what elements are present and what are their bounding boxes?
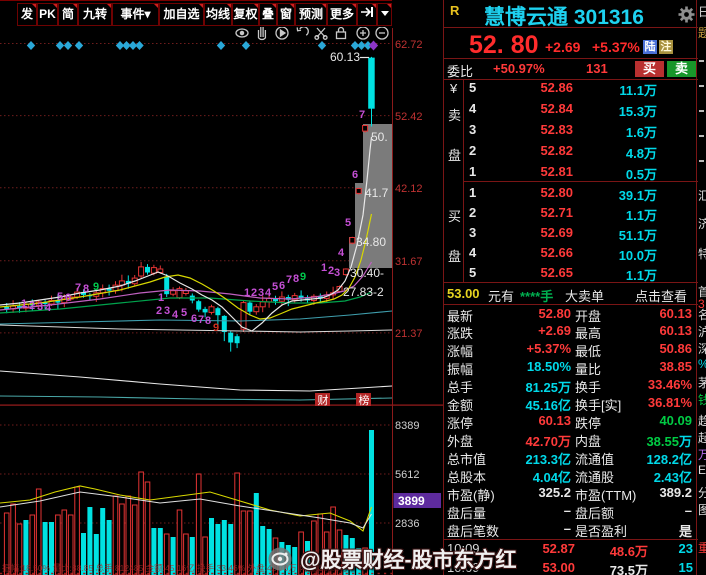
svg-text:榜: 榜: [359, 393, 370, 407]
svg-text:3: 3: [37, 301, 43, 313]
svg-text:6: 6: [279, 280, 285, 292]
svg-text:8: 8: [83, 283, 89, 295]
svg-text:2: 2: [156, 305, 162, 317]
svg-text:3: 3: [334, 267, 340, 279]
svg-text:4: 4: [265, 287, 272, 299]
svg-text:3899: 3899: [398, 494, 425, 508]
svg-text:52.42: 52.42: [395, 111, 423, 123]
svg-text:9: 9: [213, 322, 219, 334]
svg-text:8: 8: [205, 315, 211, 327]
svg-text:60.13: 60.13: [330, 50, 360, 64]
svg-text:2: 2: [251, 287, 257, 299]
svg-text:8: 8: [293, 273, 299, 285]
svg-text:21.37: 21.37: [395, 328, 423, 340]
svg-text:27.83-2: 27.83-2: [343, 285, 384, 299]
svg-text:2: 2: [328, 265, 334, 277]
svg-text:7: 7: [286, 274, 292, 286]
svg-text:5612: 5612: [395, 469, 419, 481]
svg-text:42.12: 42.12: [395, 183, 423, 195]
svg-text:9: 9: [300, 271, 306, 283]
svg-text:5: 5: [57, 291, 63, 303]
svg-text:30.40-: 30.40-: [350, 266, 384, 280]
svg-text:5: 5: [272, 281, 278, 293]
svg-text:4: 4: [338, 247, 345, 259]
svg-text:振幅:18.50% 量比:38.85 总手:812485 金: 振幅:18.50% 量比:38.85 总手:812485 金额:45.16亿 换…: [2, 563, 348, 573]
svg-text:财: 财: [318, 393, 329, 407]
svg-text:6: 6: [65, 292, 71, 304]
svg-text:62.72: 62.72: [395, 39, 423, 51]
svg-text:4: 4: [172, 309, 179, 321]
svg-text:3: 3: [258, 287, 264, 299]
svg-text:1: 1: [321, 262, 327, 274]
svg-text:1: 1: [158, 292, 164, 304]
svg-text:1: 1: [21, 298, 27, 310]
svg-text:3: 3: [164, 305, 170, 317]
svg-text:8389: 8389: [395, 420, 419, 432]
svg-text:4: 4: [45, 302, 52, 314]
svg-text:6: 6: [352, 169, 358, 181]
svg-text:5: 5: [181, 307, 187, 319]
svg-text:41.7: 41.7: [365, 186, 389, 200]
svg-text:50.: 50.: [371, 130, 388, 144]
svg-text:7: 7: [359, 109, 365, 121]
svg-text:7: 7: [198, 314, 204, 326]
svg-text:6: 6: [191, 313, 197, 325]
svg-text:9: 9: [93, 281, 99, 293]
svg-text:31.67: 31.67: [395, 256, 423, 268]
svg-text:5: 5: [345, 217, 351, 229]
svg-text:7: 7: [75, 282, 81, 294]
svg-text:34.80: 34.80: [356, 235, 386, 249]
svg-text:2836: 2836: [395, 518, 419, 530]
svg-text:1: 1: [244, 287, 250, 299]
svg-text:2: 2: [29, 300, 35, 312]
